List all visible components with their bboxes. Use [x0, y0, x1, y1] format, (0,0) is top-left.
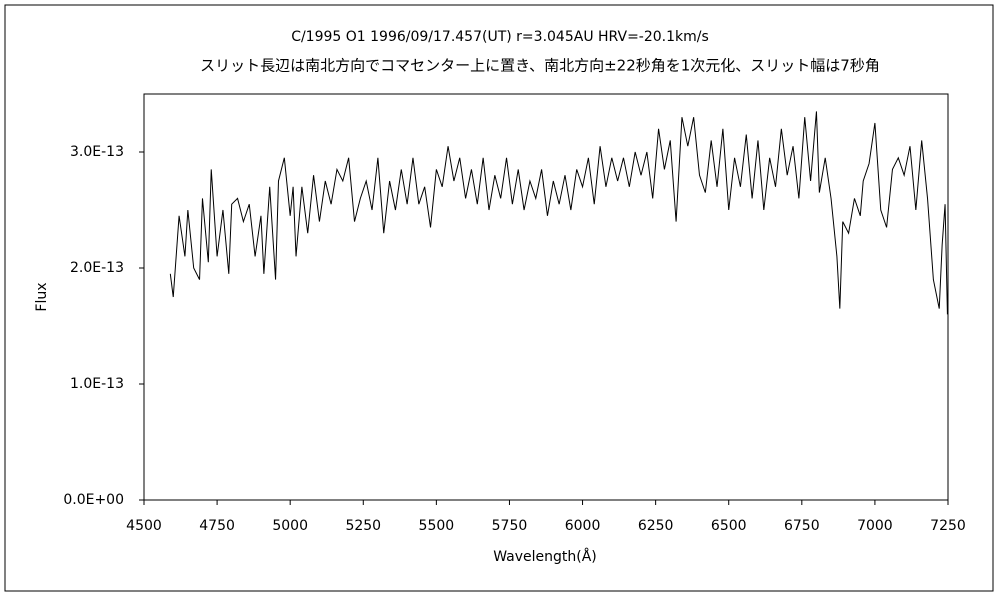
x-tick-label: 5250: [345, 518, 381, 534]
spectrum-line: [169, 111, 948, 315]
x-tick-label: 4750: [199, 518, 235, 534]
x-tick-label: 7250: [930, 518, 966, 534]
x-tick-label: 7000: [857, 518, 893, 534]
x-tick-label: 5500: [419, 518, 455, 534]
y-tick-label: 1.0E-13: [70, 376, 124, 392]
y-tick-label: 3.0E-13: [70, 144, 124, 160]
x-tick-label: 5750: [492, 518, 528, 534]
y-tick-label: 2.0E-13: [70, 260, 124, 276]
chart-subtitle: スリット長辺は南北方向でコマセンター上に置き、南北方向±22秒角を1次元化、スリ…: [200, 57, 880, 75]
x-tick-label: 4500: [126, 518, 162, 534]
x-tick-label: 6250: [638, 518, 674, 534]
x-axis-label: Wavelength(Å): [493, 548, 597, 565]
chart-title: C/1995 O1 1996/09/17.457(UT) r=3.045AU H…: [291, 29, 709, 45]
y-tick-label: 0.0E+00: [63, 492, 124, 508]
plot-area: [143, 93, 949, 501]
x-tick-label: 6750: [784, 518, 820, 534]
x-tick-label: 6000: [565, 518, 601, 534]
y-axis-label: Flux: [34, 282, 50, 311]
x-tick-label: 6500: [711, 518, 747, 534]
x-tick-label: 5000: [272, 518, 308, 534]
